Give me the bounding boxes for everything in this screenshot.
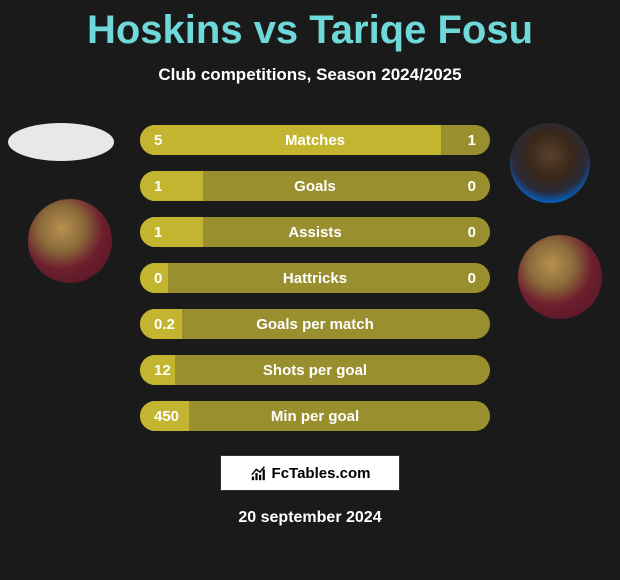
stats-area: 5Matches11Goals01Assists00Hattricks00.2G… bbox=[0, 115, 620, 445]
comparison-subtitle: Club competitions, Season 2024/2025 bbox=[0, 65, 620, 85]
stat-value-right: 0 bbox=[468, 270, 476, 287]
stat-value-right: 0 bbox=[468, 224, 476, 241]
stat-value-right: 1 bbox=[468, 132, 476, 149]
club-left-badge bbox=[28, 199, 112, 283]
player-right-avatar bbox=[510, 123, 590, 203]
stat-bar: 1Goals0 bbox=[140, 171, 490, 201]
stat-value-right: 0 bbox=[468, 178, 476, 195]
stat-bar: 1Assists0 bbox=[140, 217, 490, 247]
stat-label: Min per goal bbox=[140, 408, 490, 425]
comparison-title: Hoskins vs Tariqe Fosu bbox=[0, 0, 620, 53]
stat-label: Goals per match bbox=[140, 316, 490, 333]
stat-label: Goals bbox=[140, 178, 490, 195]
stat-label: Shots per goal bbox=[140, 362, 490, 379]
stat-bar: 0.2Goals per match bbox=[140, 309, 490, 339]
stat-label: Hattricks bbox=[140, 270, 490, 287]
stat-label: Assists bbox=[140, 224, 490, 241]
stat-label: Matches bbox=[140, 132, 490, 149]
brand-text: FcTables.com bbox=[272, 465, 371, 482]
brand-badge: FcTables.com bbox=[220, 455, 400, 491]
club-right-badge bbox=[518, 235, 602, 319]
stat-bar: 12Shots per goal bbox=[140, 355, 490, 385]
brand-icon bbox=[250, 464, 268, 482]
stat-bar: 0Hattricks0 bbox=[140, 263, 490, 293]
player-left-avatar bbox=[8, 123, 114, 161]
comparison-date: 20 september 2024 bbox=[0, 509, 620, 527]
stat-bar: 450Min per goal bbox=[140, 401, 490, 431]
stat-bar: 5Matches1 bbox=[140, 125, 490, 155]
stat-bars: 5Matches11Goals01Assists00Hattricks00.2G… bbox=[140, 125, 490, 447]
